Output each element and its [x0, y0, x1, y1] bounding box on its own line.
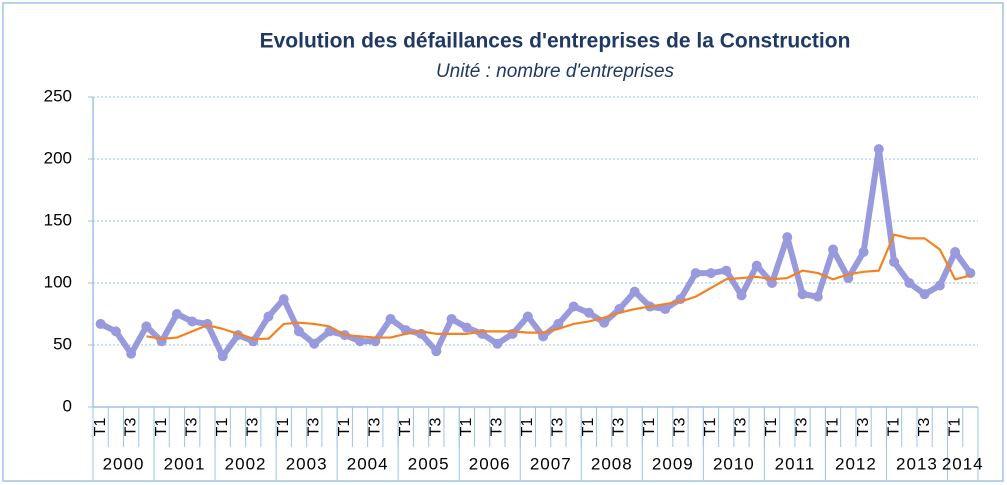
- x-tick-label: T3: [244, 418, 261, 437]
- series-marker: [278, 294, 289, 305]
- x-tick-label: T3: [122, 418, 139, 437]
- x-tick-label: T3: [305, 418, 322, 437]
- series-marker: [553, 318, 564, 329]
- y-tick-label: 250: [44, 86, 72, 105]
- series-marker: [629, 286, 640, 297]
- x-tick-label: T1: [397, 418, 414, 437]
- year-label: 2008: [591, 454, 633, 473]
- series-marker: [95, 318, 106, 329]
- series-marker: [721, 265, 732, 276]
- x-tick-label: T1: [641, 418, 658, 437]
- series-marker: [583, 307, 594, 318]
- year-label: 2002: [225, 454, 267, 473]
- chart-title: Evolution des défaillances d'entreprises…: [260, 30, 851, 53]
- series-marker: [370, 336, 381, 347]
- series-marker: [126, 348, 137, 359]
- year-label: 2012: [835, 454, 877, 473]
- series-marker: [919, 289, 930, 300]
- series-marker: [828, 244, 839, 255]
- x-tick-label: T3: [794, 418, 811, 437]
- x-tick-label: T3: [550, 418, 567, 437]
- y-tick-label: 200: [44, 148, 72, 167]
- series-marker: [767, 278, 778, 288]
- series-marker: [751, 260, 762, 271]
- x-tick-label: T1: [214, 418, 231, 437]
- y-tick-label: 50: [53, 334, 72, 353]
- series-marker: [797, 289, 808, 300]
- x-tick-label: T1: [824, 418, 841, 437]
- series-marker: [812, 291, 823, 302]
- year-label: 2014: [942, 454, 984, 473]
- year-label: 2011: [775, 454, 816, 473]
- series-marker: [599, 317, 610, 328]
- series-marker: [110, 326, 121, 337]
- chart-subtitle: Unité : nombre d'entreprises: [436, 61, 675, 82]
- series-marker: [171, 309, 182, 319]
- x-tick-label: T1: [519, 418, 536, 437]
- x-tick-label: T3: [855, 418, 872, 437]
- x-tick-label: T1: [275, 418, 292, 437]
- series-marker: [385, 313, 396, 324]
- x-tick-label: T3: [183, 418, 200, 437]
- year-label: 2006: [469, 454, 511, 473]
- series-line: [146, 233, 971, 340]
- year-label: 2001: [164, 454, 206, 473]
- x-tick-label: T1: [763, 418, 780, 437]
- series-marker: [889, 256, 900, 267]
- x-tick-label: T1: [946, 418, 963, 437]
- x-tick-label: T3: [367, 418, 384, 437]
- year-label: 2003: [286, 454, 328, 473]
- x-tick-label: T1: [336, 418, 353, 437]
- year-label: 2010: [713, 454, 755, 473]
- series-marker: [293, 326, 304, 337]
- series-marker: [690, 268, 701, 279]
- y-tick-label: 150: [44, 210, 72, 229]
- year-label: 2000: [103, 454, 145, 473]
- x-tick-label: T3: [489, 418, 506, 437]
- series-marker: [950, 247, 961, 257]
- series-marker: [217, 351, 228, 362]
- x-tick-label: T3: [733, 418, 750, 437]
- series-marker: [355, 336, 366, 347]
- series-marker: [660, 304, 671, 315]
- series-marker: [141, 321, 152, 332]
- series-marker: [782, 232, 793, 243]
- x-tick-label: T3: [428, 418, 445, 437]
- y-tick-label: 0: [63, 396, 72, 415]
- series-line: [99, 146, 973, 360]
- year-label: 2005: [408, 454, 450, 473]
- x-tick-label: T3: [916, 418, 933, 437]
- year-label: 2013: [896, 454, 938, 473]
- series-marker: [858, 247, 869, 257]
- x-tick-label: T1: [92, 418, 109, 437]
- series-marker: [522, 311, 533, 322]
- year-label: 2009: [652, 454, 694, 473]
- year-label: 2004: [347, 454, 389, 473]
- series-marker: [705, 268, 716, 279]
- series-marker: [431, 346, 442, 357]
- x-tick-label: T3: [611, 418, 628, 437]
- series-marker: [187, 316, 198, 327]
- x-tick-label: T1: [580, 418, 597, 437]
- series-marker: [934, 280, 945, 291]
- series-marker: [309, 338, 320, 349]
- series-marker: [538, 331, 549, 342]
- series-marker: [446, 313, 457, 324]
- series-marker: [873, 144, 884, 155]
- series-marker: [461, 322, 472, 333]
- x-tick-label: T1: [153, 418, 170, 437]
- x-tick-label: T1: [702, 418, 719, 437]
- series-marker: [736, 290, 747, 301]
- y-tick-label: 100: [44, 272, 72, 291]
- series-marker: [492, 338, 503, 349]
- series-marker: [568, 301, 579, 312]
- x-tick-label: T1: [458, 418, 475, 437]
- x-tick-label: T1: [885, 418, 902, 437]
- series-marker: [263, 311, 274, 322]
- x-tick-label: T3: [672, 418, 689, 437]
- series-marker: [904, 278, 915, 288]
- year-label: 2007: [530, 454, 572, 473]
